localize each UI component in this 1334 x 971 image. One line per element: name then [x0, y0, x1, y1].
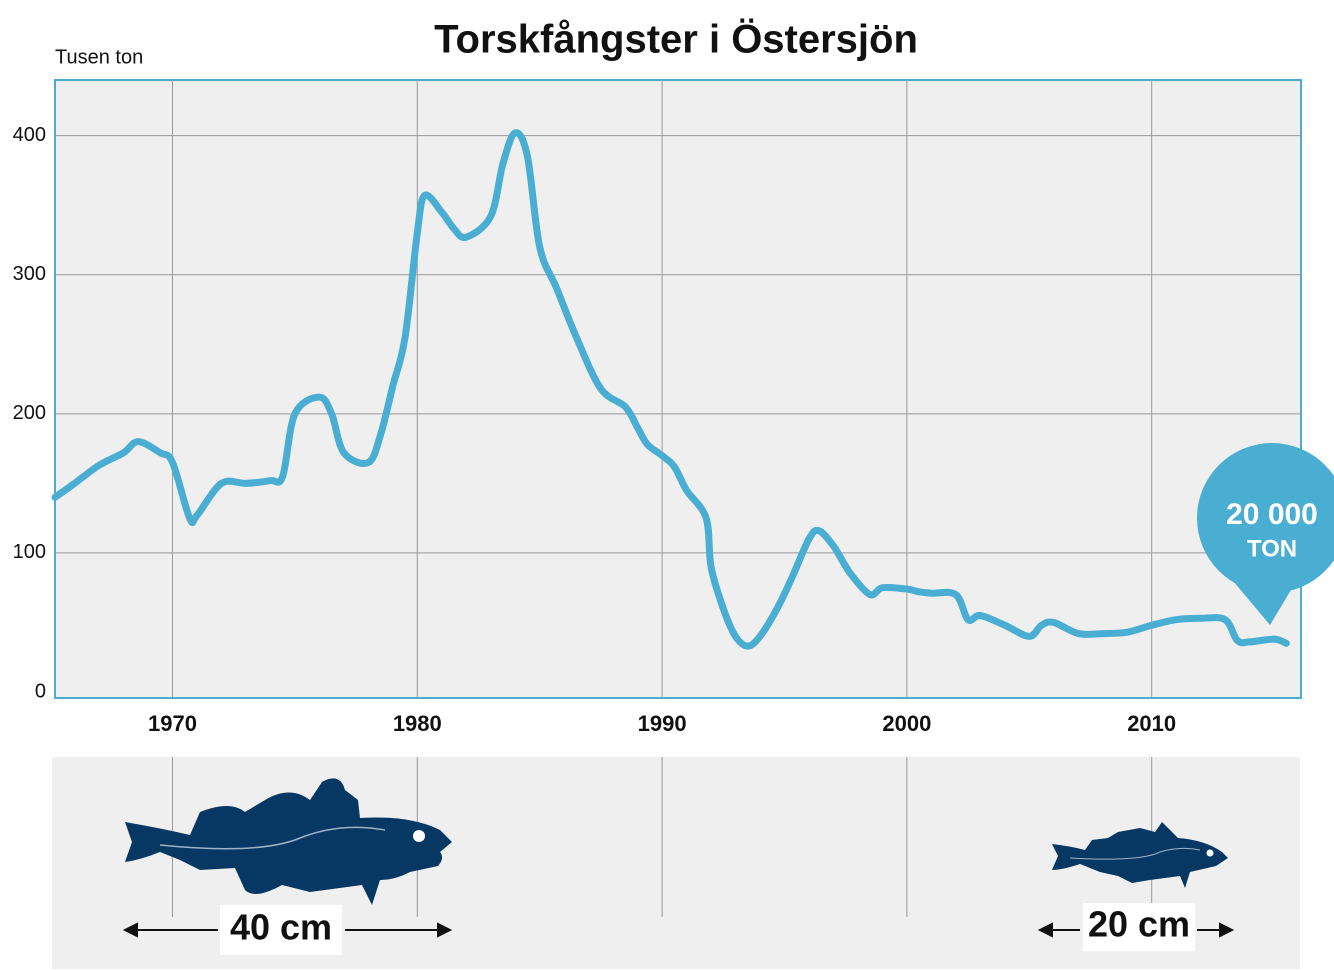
y-tick-label: 400 — [13, 124, 46, 146]
y-tick-label: 300 — [13, 263, 46, 285]
plot-area — [55, 80, 1301, 698]
y-tick-label: 100 — [13, 541, 46, 563]
y-axis-label: Tusen ton — [55, 46, 143, 68]
fish-label: 40 cm — [230, 907, 332, 948]
x-tick-label: 2010 — [1127, 711, 1176, 736]
fish-label: 20 cm — [1088, 904, 1190, 945]
y-tick-label: 200 — [13, 402, 46, 424]
callout-unit: TON — [1247, 535, 1297, 562]
x-tick-label: 1970 — [148, 711, 197, 736]
x-tick-label: 2000 — [882, 711, 931, 736]
chart: Torskfångster i Östersjön Tusen ton 20 0… — [0, 0, 1334, 971]
x-tick-label: 1990 — [638, 711, 687, 736]
y-tick-label: 0 — [35, 680, 46, 702]
x-tick-label: 1980 — [393, 711, 442, 736]
callout-value: 20 000 — [1226, 498, 1318, 531]
chart-title: Torskfångster i Östersjön — [434, 17, 918, 62]
